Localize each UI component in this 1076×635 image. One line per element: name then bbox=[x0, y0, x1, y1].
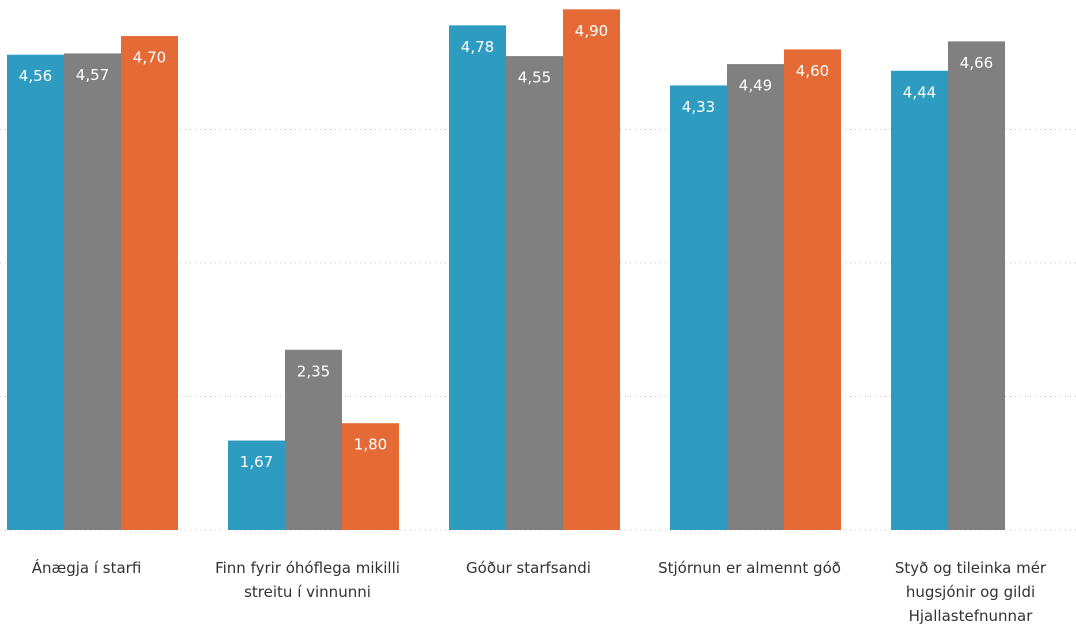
bar bbox=[670, 85, 727, 530]
bar bbox=[891, 70, 948, 530]
data-label: 1,67 bbox=[240, 453, 273, 471]
bar bbox=[342, 423, 399, 530]
data-label: 4,70 bbox=[133, 49, 166, 67]
data-label: 1,80 bbox=[354, 436, 387, 454]
bar bbox=[121, 36, 178, 531]
data-label: 4,55 bbox=[518, 69, 551, 87]
data-label: 4,60 bbox=[796, 62, 829, 80]
bar bbox=[64, 53, 121, 530]
x-tick-label: Góður starfsandi bbox=[466, 559, 591, 577]
x-tick-label: Styð og tileinka mér hugsjónir og gildi … bbox=[894, 559, 1047, 625]
data-label: 4,57 bbox=[76, 66, 109, 84]
data-label: 4,49 bbox=[739, 77, 772, 95]
data-label: 2,35 bbox=[297, 362, 330, 380]
x-tick-label: Ánægja í starfi bbox=[31, 559, 142, 577]
data-label: 4,78 bbox=[461, 38, 494, 56]
bar bbox=[506, 56, 563, 530]
data-label: 4,56 bbox=[19, 67, 52, 85]
data-label: 4,90 bbox=[575, 22, 608, 40]
data-label: 4,33 bbox=[682, 98, 715, 116]
bar bbox=[285, 349, 342, 530]
x-tick-label: Stjórnun er almennt góð bbox=[658, 559, 841, 577]
bar bbox=[563, 9, 620, 531]
data-label: 4,66 bbox=[960, 54, 993, 72]
bar bbox=[449, 25, 506, 531]
data-label: 4,44 bbox=[903, 83, 936, 101]
bar bbox=[784, 49, 841, 531]
bar bbox=[228, 440, 285, 530]
bar bbox=[727, 64, 784, 531]
bar bbox=[7, 54, 64, 531]
bar bbox=[948, 41, 1005, 530]
x-tick-label: Finn fyrir óhóflega mikilli streitu í vi… bbox=[215, 559, 400, 601]
